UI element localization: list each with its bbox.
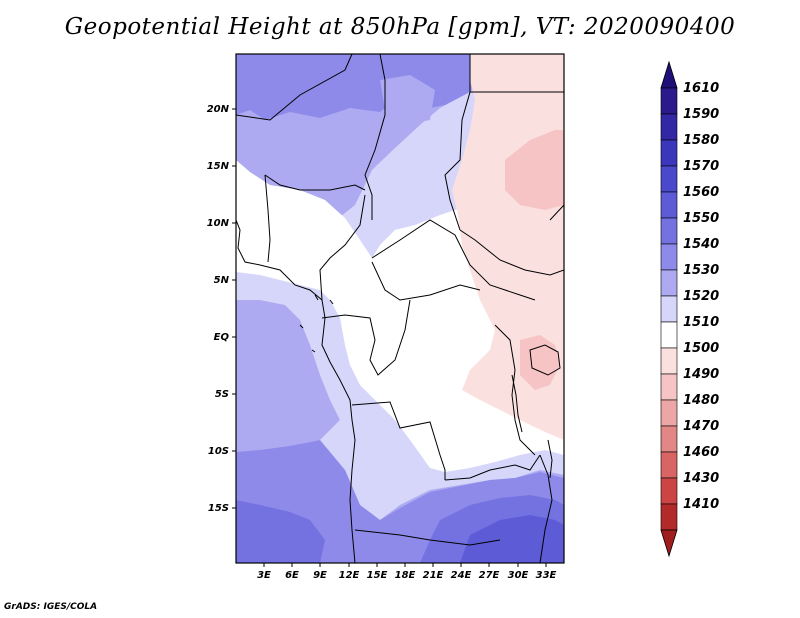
legend-label: 1410 <box>683 497 719 512</box>
legend-swatch <box>660 503 678 531</box>
legend-label: 1530 <box>683 263 719 278</box>
grads-credit: GrADS: IGES/COLA <box>4 602 98 612</box>
legend-swatch <box>660 295 678 323</box>
legend-swatch <box>660 425 678 453</box>
lon-tick-label: 30E <box>508 570 529 581</box>
lat-tick-label: 5S <box>215 389 229 400</box>
border-nigeria <box>264 174 366 191</box>
legend-label: 1480 <box>683 393 719 408</box>
legend-swatch <box>660 451 678 479</box>
legend-label: 1460 <box>683 445 719 460</box>
legend-swatch <box>660 113 678 141</box>
legend-swatch <box>660 477 678 505</box>
lat-tick-label: 20N <box>207 104 230 115</box>
lake-tanganyika <box>511 374 523 433</box>
map-title: Geopotential Height at 850hPa [gpm], VT:… <box>64 14 736 40</box>
lat-tick-label: 10S <box>208 446 229 457</box>
lat-axis: 20N 15N 10N 5N EQ 5S 10S 15S <box>207 104 236 514</box>
legend-label: 1560 <box>683 185 719 200</box>
legend-label: 1550 <box>683 211 719 226</box>
border-cameroon <box>319 194 366 301</box>
legend-swatch <box>660 399 678 427</box>
legend-label: 1540 <box>683 237 719 252</box>
legend-label: 1500 <box>683 341 719 356</box>
border-car-south <box>371 261 481 301</box>
legend-swatch <box>660 87 678 115</box>
coastline <box>236 219 356 563</box>
field-1490-rift <box>520 335 560 390</box>
legend-label: 1590 <box>683 107 719 122</box>
lon-axis: 3E 6E 9E 12E 15E 18E 21E 24E 27E 30E 33E <box>257 563 557 581</box>
legend-label: 1570 <box>683 159 719 174</box>
lon-tick-label: 12E <box>339 570 360 581</box>
legend-swatch <box>660 243 678 271</box>
legend-swatch <box>660 165 678 193</box>
lon-tick-label: 3E <box>257 570 271 581</box>
lat-tick-label: 10N <box>207 218 230 229</box>
border-drc-east <box>494 324 536 456</box>
legend-swatch <box>660 139 678 167</box>
lon-tick-label: 6E <box>285 570 299 581</box>
islands-gulf-of-guinea <box>299 294 334 353</box>
border-angola <box>351 401 446 480</box>
lat-tick-label: EQ <box>214 332 230 343</box>
legend-swatch <box>660 191 678 219</box>
field-1490-east <box>505 130 564 210</box>
legend-label: 1470 <box>683 419 719 434</box>
legend-label: 1610 <box>683 81 719 96</box>
legend-colorbar: 1610 1590 1580 1570 1560 1550 1540 1530 1520 1510… <box>660 60 719 558</box>
legend-swatch <box>660 373 678 401</box>
field-1520-sahara-patch <box>380 75 435 125</box>
border-ethiopia <box>549 204 564 221</box>
border-car <box>371 219 536 301</box>
lon-tick-label: 33E <box>536 570 557 581</box>
field-1560-southeast <box>460 515 564 563</box>
legend-label: 1430 <box>683 471 719 486</box>
map-frame <box>235 53 565 564</box>
legend-label: 1520 <box>683 289 719 304</box>
legend-swatch <box>660 347 678 375</box>
border-congo <box>321 299 411 376</box>
legend-swatch <box>660 269 678 297</box>
border-south-sudan <box>459 229 564 276</box>
legend-labels: 1610 1590 1580 1570 1560 1550 1540 1530 1520 1510… <box>683 81 719 512</box>
field-1530-west <box>236 300 340 452</box>
legend-label: 1490 <box>683 367 719 382</box>
lon-tick-label: 24E <box>451 570 472 581</box>
lake-victoria <box>529 344 561 376</box>
border-zambia <box>444 454 541 481</box>
legend-swatches <box>660 87 678 531</box>
lat-tick-label: 15S <box>208 503 229 514</box>
border-mozambique <box>539 454 553 563</box>
country-borders <box>236 54 564 563</box>
legend-swatch <box>660 217 678 245</box>
contour-fields <box>236 54 564 563</box>
legend-bottom-arrow <box>660 529 678 558</box>
lat-tick-label: 15N <box>207 161 230 172</box>
lon-tick-label: 18E <box>395 570 416 581</box>
border-north-2 <box>364 54 386 220</box>
legend-label: 1580 <box>683 133 719 148</box>
lake-malawi <box>547 439 553 479</box>
border-angola-south <box>354 529 501 546</box>
lon-tick-label: 27E <box>479 570 500 581</box>
lon-tick-label: 21E <box>423 570 444 581</box>
border-north-1 <box>236 54 353 121</box>
legend-label: 1510 <box>683 315 719 330</box>
legend-top-arrow <box>660 60 678 89</box>
field-1550-southwest <box>236 500 325 563</box>
lat-tick-label: 5N <box>214 275 230 286</box>
legend-swatch <box>660 321 678 349</box>
lon-tick-label: 15E <box>367 570 388 581</box>
border-nigeria-south <box>264 174 271 263</box>
lon-tick-label: 9E <box>313 570 327 581</box>
